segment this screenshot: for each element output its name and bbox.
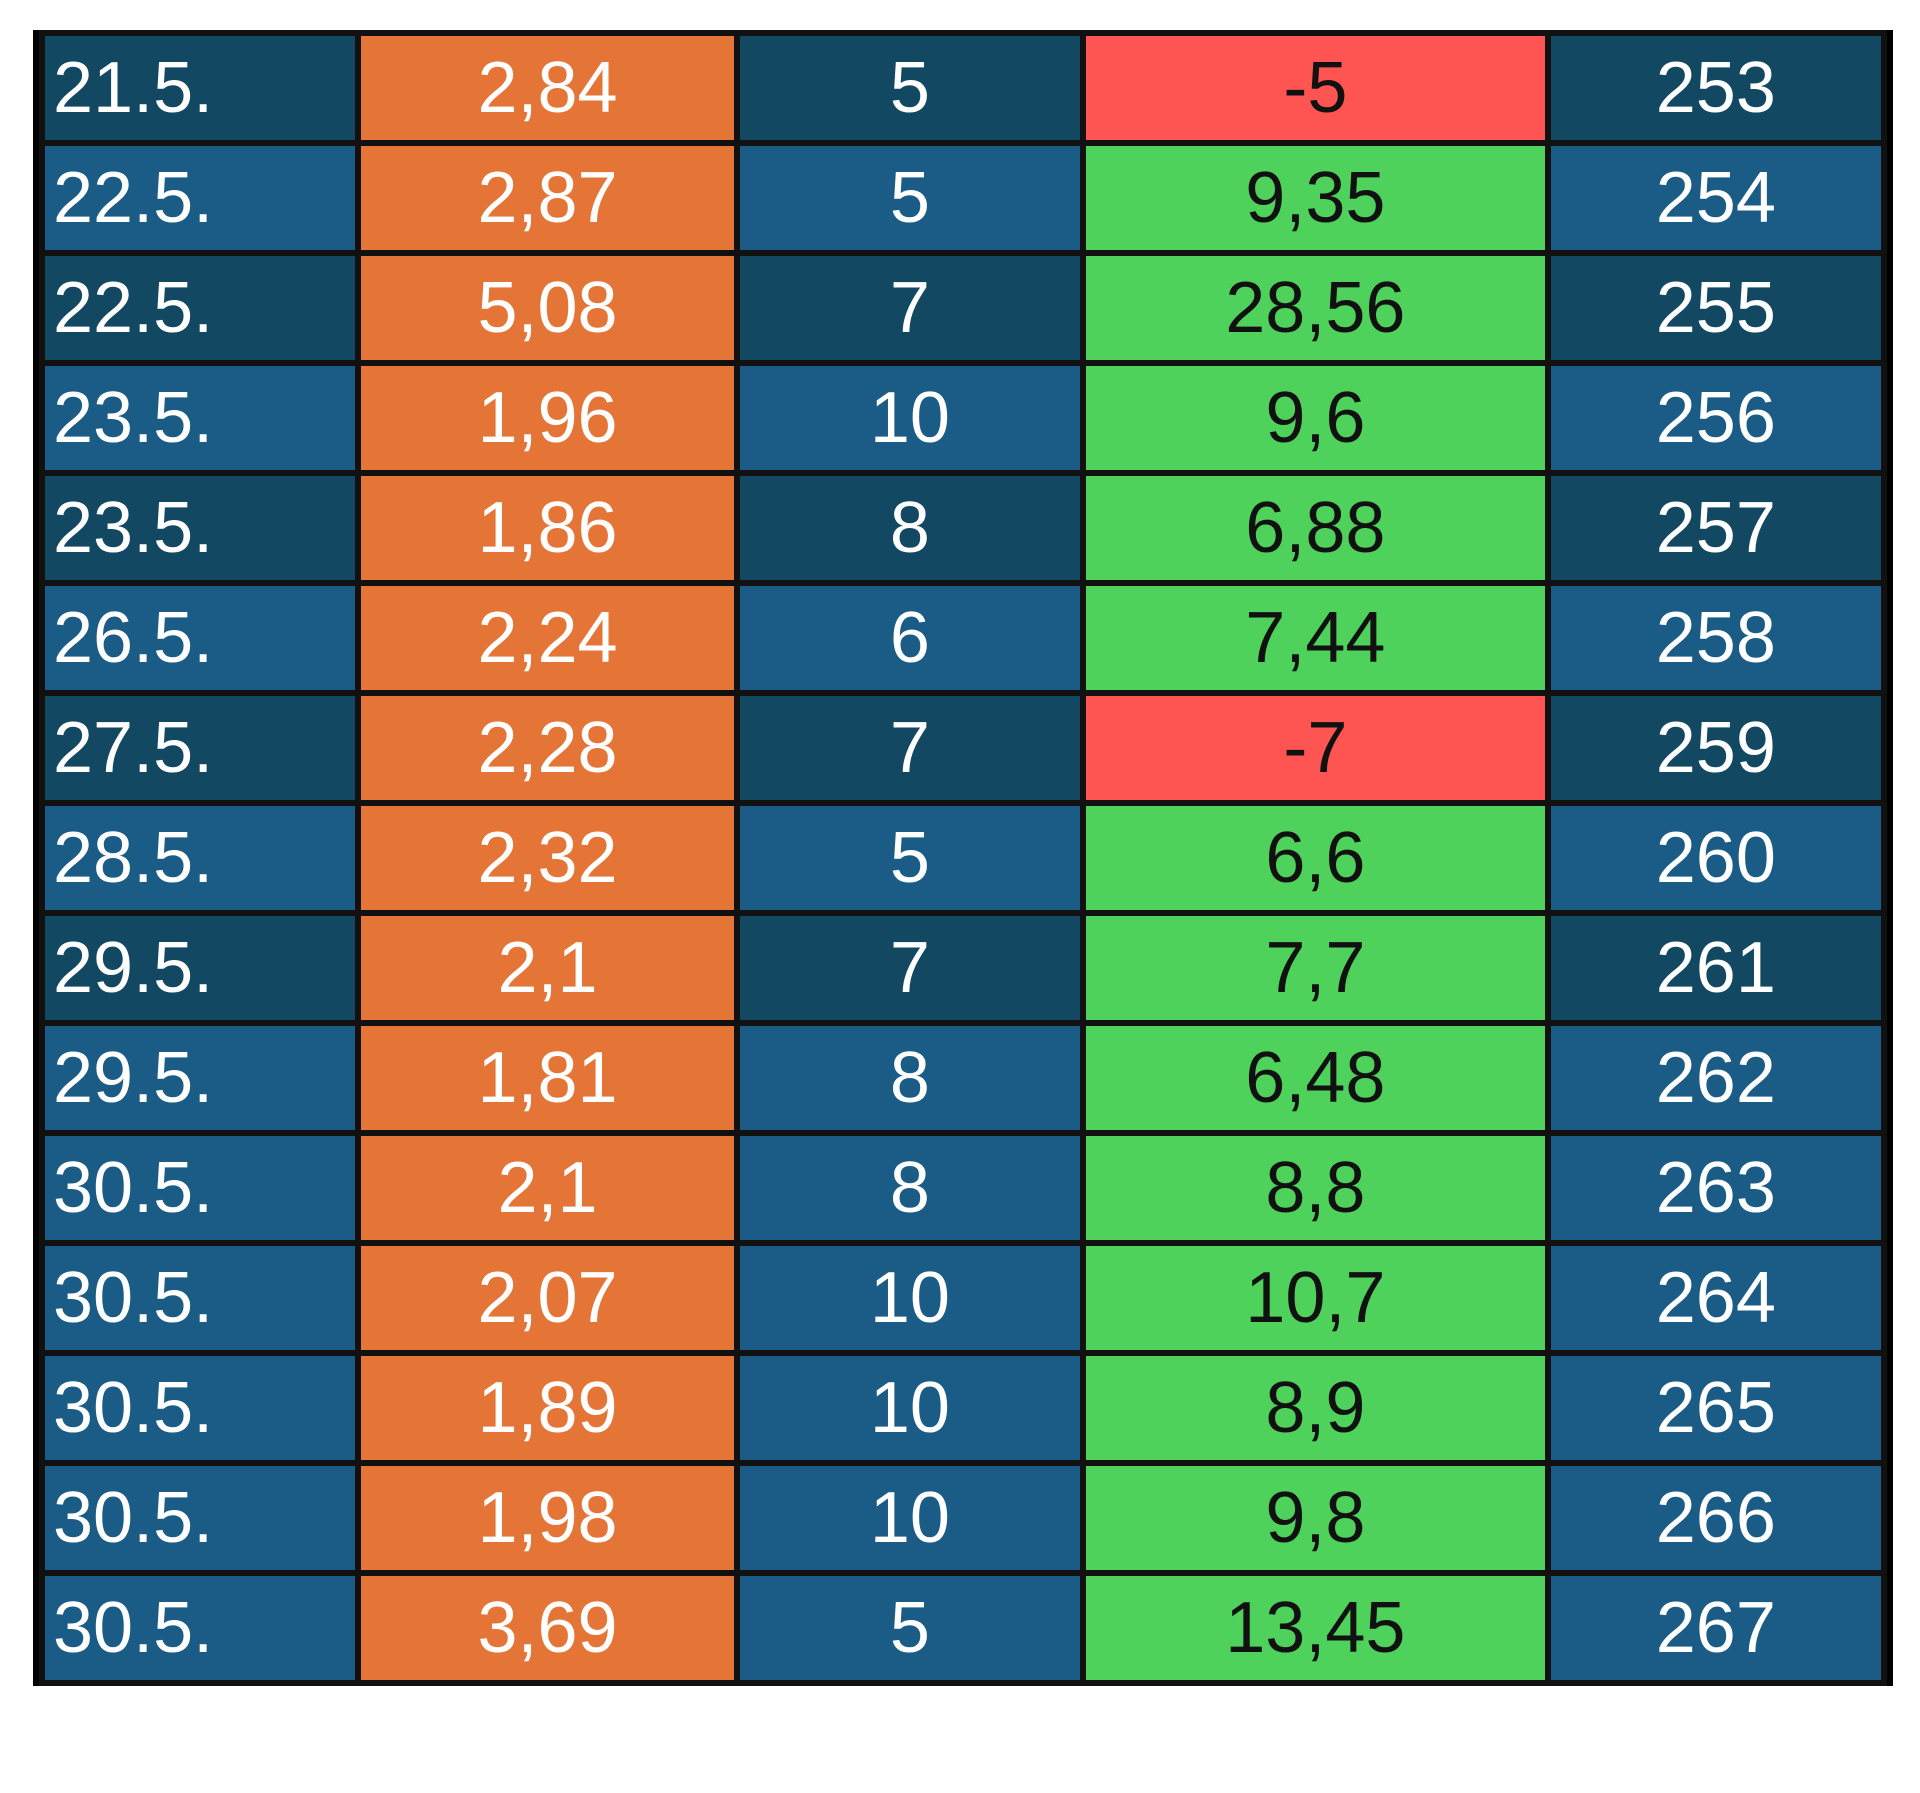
stake-cell: 8	[733, 1130, 1087, 1246]
stake-cell: 5	[733, 800, 1087, 916]
id-cell: 255	[1544, 250, 1888, 366]
id-cell: 264	[1544, 1240, 1888, 1356]
stake-cell: 6	[733, 580, 1087, 696]
table-row: 22.5. 5,08 7 28,56 255	[38, 250, 1888, 366]
id-cell: 260	[1544, 800, 1888, 916]
profit-cell: 6,88	[1080, 470, 1551, 586]
odds-cell: 2,32	[355, 800, 740, 916]
profit-cell: 28,56	[1080, 250, 1551, 366]
table-row: 29.5. 1,81 8 6,48 262	[38, 1020, 1888, 1136]
table-row: 29.5. 2,1 7 7,7 261	[38, 910, 1888, 1026]
date-cell: 23.5.	[38, 360, 362, 476]
profit-cell: 8,9	[1080, 1350, 1551, 1466]
stake-cell: 10	[733, 360, 1087, 476]
table-row: 30.5. 1,98 10 9,8 266	[38, 1460, 1888, 1576]
stake-cell: 5	[733, 140, 1087, 256]
odds-cell: 2,84	[355, 30, 740, 146]
table-row: 30.5. 3,69 5 13,45 267	[38, 1570, 1888, 1686]
date-cell: 30.5.	[38, 1570, 362, 1686]
date-cell: 30.5.	[38, 1130, 362, 1246]
profit-cell: -5	[1080, 30, 1551, 146]
stake-cell: 10	[733, 1240, 1087, 1356]
table-row: 30.5. 1,89 10 8,9 265	[38, 1350, 1888, 1466]
odds-cell: 2,87	[355, 140, 740, 256]
table-row: 27.5. 2,28 7 -7 259	[38, 690, 1888, 806]
stake-cell: 8	[733, 470, 1087, 586]
stake-cell: 8	[733, 1020, 1087, 1136]
date-cell: 22.5.	[38, 140, 362, 256]
profit-cell: 6,48	[1080, 1020, 1551, 1136]
stake-cell: 10	[733, 1350, 1087, 1466]
id-cell: 261	[1544, 910, 1888, 1026]
odds-cell: 2,1	[355, 1130, 740, 1246]
profit-cell: 9,35	[1080, 140, 1551, 256]
profit-cell: -7	[1080, 690, 1551, 806]
stake-cell: 5	[733, 1570, 1087, 1686]
bets-table: 21.5. 2,84 5 -5 253 22.5. 2,87 5 9,35 254 22.5. 5…	[38, 30, 1888, 1686]
stake-cell: 5	[733, 30, 1087, 146]
stake-cell: 7	[733, 250, 1087, 366]
bets-table-container: 21.5. 2,84 5 -5 253 22.5. 2,87 5 9,35 254 22.5. 5…	[33, 30, 1893, 1686]
date-cell: 27.5.	[38, 690, 362, 806]
odds-cell: 1,96	[355, 360, 740, 476]
odds-cell: 5,08	[355, 250, 740, 366]
odds-cell: 1,86	[355, 470, 740, 586]
table-row: 30.5. 2,1 8 8,8 263	[38, 1130, 1888, 1246]
odds-cell: 2,1	[355, 910, 740, 1026]
profit-cell: 10,7	[1080, 1240, 1551, 1356]
odds-cell: 2,28	[355, 690, 740, 806]
date-cell: 29.5.	[38, 1020, 362, 1136]
profit-cell: 7,7	[1080, 910, 1551, 1026]
stake-cell: 10	[733, 1460, 1087, 1576]
table-row: 30.5. 2,07 10 10,7 264	[38, 1240, 1888, 1356]
odds-cell: 1,89	[355, 1350, 740, 1466]
id-cell: 265	[1544, 1350, 1888, 1466]
table-row: 21.5. 2,84 5 -5 253	[38, 30, 1888, 146]
odds-cell: 1,98	[355, 1460, 740, 1576]
id-cell: 254	[1544, 140, 1888, 256]
id-cell: 262	[1544, 1020, 1888, 1136]
profit-cell: 9,6	[1080, 360, 1551, 476]
id-cell: 266	[1544, 1460, 1888, 1576]
id-cell: 267	[1544, 1570, 1888, 1686]
profit-cell: 9,8	[1080, 1460, 1551, 1576]
table-row: 23.5. 1,96 10 9,6 256	[38, 360, 1888, 476]
table-row: 26.5. 2,24 6 7,44 258	[38, 580, 1888, 696]
date-cell: 26.5.	[38, 580, 362, 696]
profit-cell: 6,6	[1080, 800, 1551, 916]
odds-cell: 2,07	[355, 1240, 740, 1356]
id-cell: 258	[1544, 580, 1888, 696]
stake-cell: 7	[733, 910, 1087, 1026]
date-cell: 30.5.	[38, 1460, 362, 1576]
odds-cell: 1,81	[355, 1020, 740, 1136]
date-cell: 23.5.	[38, 470, 362, 586]
id-cell: 253	[1544, 30, 1888, 146]
table-row: 22.5. 2,87 5 9,35 254	[38, 140, 1888, 256]
table-row: 23.5. 1,86 8 6,88 257	[38, 470, 1888, 586]
date-cell: 22.5.	[38, 250, 362, 366]
profit-cell: 13,45	[1080, 1570, 1551, 1686]
bets-table-body: 21.5. 2,84 5 -5 253 22.5. 2,87 5 9,35 254 22.5. 5…	[38, 30, 1888, 1686]
date-cell: 28.5.	[38, 800, 362, 916]
stake-cell: 7	[733, 690, 1087, 806]
id-cell: 263	[1544, 1130, 1888, 1246]
id-cell: 256	[1544, 360, 1888, 476]
date-cell: 30.5.	[38, 1350, 362, 1466]
profit-cell: 7,44	[1080, 580, 1551, 696]
date-cell: 30.5.	[38, 1240, 362, 1356]
date-cell: 21.5.	[38, 30, 362, 146]
table-row: 28.5. 2,32 5 6,6 260	[38, 800, 1888, 916]
odds-cell: 2,24	[355, 580, 740, 696]
odds-cell: 3,69	[355, 1570, 740, 1686]
date-cell: 29.5.	[38, 910, 362, 1026]
profit-cell: 8,8	[1080, 1130, 1551, 1246]
id-cell: 259	[1544, 690, 1888, 806]
id-cell: 257	[1544, 470, 1888, 586]
